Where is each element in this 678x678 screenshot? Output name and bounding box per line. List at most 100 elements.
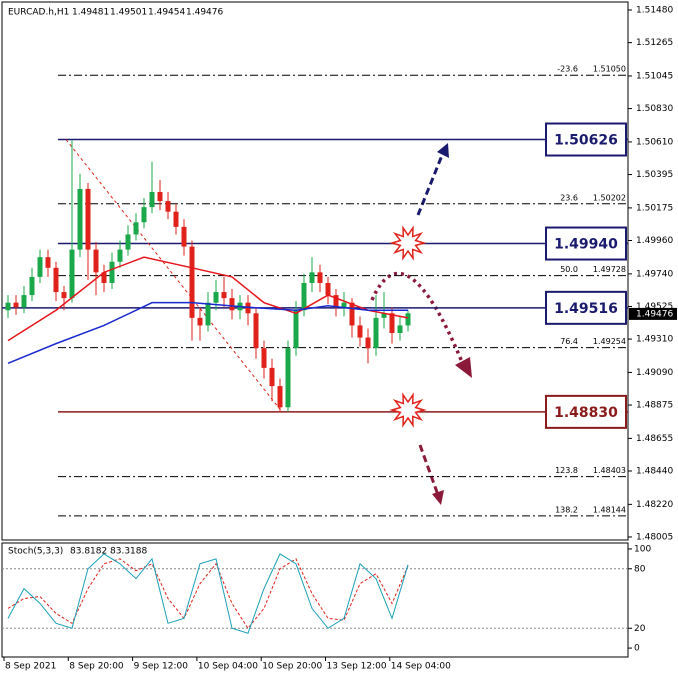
candle-body: [45, 257, 51, 268]
stoch-frame: [1, 542, 629, 658]
fib-ratio: 138.2: [555, 505, 578, 514]
quote-value: 1.49501: [110, 8, 147, 18]
y-tick-label: 1.49310: [636, 335, 673, 345]
level-box: [545, 394, 627, 429]
y-tick-label: 1.48005: [636, 532, 673, 542]
y-tick-label: 1.48440: [636, 467, 673, 477]
candle-body: [269, 367, 275, 387]
quote-value: 1.49481: [72, 8, 109, 18]
candle-body: [293, 310, 299, 349]
symbol: EURCAD.h,H1: [8, 8, 69, 18]
fib-price: 1.48403: [593, 466, 626, 475]
candle-body: [53, 267, 59, 293]
y-tick-label: 1.49740: [636, 269, 673, 279]
candle-body: [173, 211, 179, 227]
fib-price: 1.49254: [593, 337, 626, 346]
y-tick-label: 1.50395: [636, 170, 673, 180]
candle-body: [373, 317, 379, 349]
fib-price: 1.50202: [593, 193, 626, 202]
level-box: [545, 290, 627, 325]
candle-body: [285, 348, 291, 408]
starburst: [389, 225, 427, 261]
candle-body: [405, 313, 411, 326]
fib-price: 1.51050: [593, 65, 626, 74]
y-tick-label: 1.48875: [636, 401, 673, 411]
y-tick-label: 1.49090: [636, 368, 673, 378]
level-label: 1.49940: [554, 237, 618, 253]
level-label: 1.49516: [554, 301, 618, 317]
candle-body: [309, 272, 315, 283]
candle-body: [93, 249, 99, 273]
fib-price: 1.49728: [593, 265, 626, 274]
candle-body: [141, 207, 147, 223]
y-tick-label: 1.49960: [636, 236, 673, 246]
candle-body: [37, 257, 43, 277]
candle-body: [245, 302, 251, 314]
y-tick-label: 1.50830: [636, 104, 673, 114]
candle-body: [229, 298, 235, 311]
candle-body: [221, 292, 227, 299]
level-label: 1.48830: [554, 405, 618, 421]
candle-body: [157, 191, 163, 202]
stoch-tick-label: 0: [634, 644, 640, 654]
fib-ratio: -23.6: [557, 65, 578, 74]
candle-body: [381, 313, 387, 318]
candle-body: [101, 272, 107, 283]
candle-body: [389, 313, 395, 334]
fib-price: 1.48144: [593, 505, 626, 514]
moving-average: [7, 301, 408, 365]
curve-arrow-head: [455, 357, 472, 378]
x-tick-label: 10 Sep 20:00: [262, 662, 322, 672]
candle-body: [77, 188, 83, 250]
x-tick-label: 8 Sep 20:00: [69, 662, 124, 672]
candle-body: [349, 302, 355, 326]
candle-body: [117, 249, 123, 262]
candle-body: [149, 191, 155, 208]
stoch-tick-label: 100: [634, 544, 651, 554]
candle-body: [125, 234, 131, 250]
quote-value: 1.49454: [148, 8, 185, 18]
level-box: [545, 226, 627, 261]
stoch-tick-label: 20: [634, 624, 646, 634]
candle-body: [213, 292, 219, 303]
stoch-main: [7, 553, 409, 634]
candle-body: [165, 201, 171, 212]
main-frame: [1, 1, 629, 541]
candle-body: [29, 276, 35, 296]
level-box: [545, 122, 627, 157]
candle-body: [13, 302, 19, 308]
y-tick-label: 1.51265: [636, 38, 673, 48]
stoch-reading: 83.3188: [110, 547, 147, 557]
candle-body: [301, 282, 307, 311]
candle-body: [85, 188, 91, 250]
y-tick-label: 1.51480: [636, 6, 673, 16]
candle-body: [277, 386, 283, 408]
candle-body: [197, 317, 203, 326]
candle-body: [325, 282, 331, 296]
curve-arrow: [370, 271, 464, 363]
x-tick-label: 14 Sep 04:00: [391, 662, 451, 672]
candle-body: [5, 302, 11, 311]
x-tick-label: 13 Sep 12:00: [327, 662, 387, 672]
y-tick-label: 1.48220: [636, 500, 673, 510]
quote-value: 1.49476: [186, 8, 223, 18]
x-tick-label: 9 Sep 12:00: [134, 662, 189, 672]
candle-body: [365, 337, 371, 349]
candle-body: [261, 348, 267, 368]
up-arrow-head: [437, 143, 449, 158]
y-tick-label: 1.49525: [636, 302, 673, 312]
fib-ratio: 76.4: [560, 337, 578, 346]
candle-body: [333, 295, 339, 308]
candle-body: [253, 313, 259, 349]
down-arrow: [418, 444, 440, 496]
x-tick-label: 10 Sep 04:00: [198, 662, 258, 672]
fib-ratio: 23.6: [560, 193, 578, 202]
candle-body: [357, 325, 363, 338]
stoch-tick-label: 80: [634, 564, 646, 574]
candle-body: [341, 302, 347, 308]
stoch-reading: 83.8182: [70, 547, 107, 557]
down-arrow-head: [432, 490, 444, 505]
candle-body: [397, 325, 403, 334]
candle-body: [189, 246, 195, 318]
